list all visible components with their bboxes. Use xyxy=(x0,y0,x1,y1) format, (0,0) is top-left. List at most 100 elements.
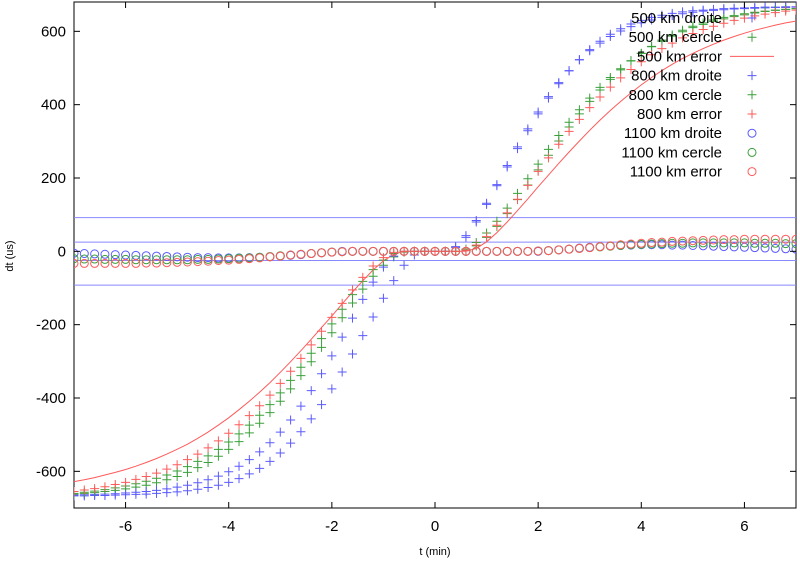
data-point xyxy=(358,272,368,282)
data-point xyxy=(79,254,89,264)
data-point xyxy=(234,437,244,447)
y-tick-label: 400 xyxy=(41,97,66,114)
x-axis-label: t (min) xyxy=(419,546,450,558)
data-point xyxy=(79,258,89,268)
data-point xyxy=(647,238,657,248)
data-point xyxy=(131,474,141,484)
data-point xyxy=(121,254,131,264)
data-point xyxy=(513,194,523,204)
data-point xyxy=(368,261,378,271)
data-point xyxy=(90,258,100,268)
data-point xyxy=(564,244,574,254)
data-point xyxy=(74,491,79,501)
y-axis-label: dt (us) xyxy=(4,240,16,271)
data-point xyxy=(244,469,254,479)
data-point xyxy=(182,480,192,490)
data-point xyxy=(327,384,337,394)
data-point xyxy=(636,18,646,28)
legend-swatch xyxy=(747,13,757,23)
data-point xyxy=(152,255,162,265)
data-point xyxy=(193,257,203,267)
data-point xyxy=(399,246,409,256)
legend-label: 800 km cercle xyxy=(629,87,722,104)
data-point xyxy=(275,388,285,398)
data-point xyxy=(172,252,182,262)
x-tick-label: -2 xyxy=(325,518,338,535)
data-point xyxy=(678,33,688,43)
data-point xyxy=(523,124,533,134)
data-point xyxy=(74,490,79,500)
data-point xyxy=(585,103,595,113)
data-point xyxy=(678,236,688,246)
data-point xyxy=(616,26,626,36)
data-point xyxy=(182,257,192,267)
data-point xyxy=(74,258,79,268)
data-point xyxy=(616,240,626,250)
data-point xyxy=(234,420,244,430)
data-point xyxy=(409,246,419,256)
legend-label: 500 km error xyxy=(637,48,722,65)
x-tick-label: 6 xyxy=(740,518,748,535)
data-point xyxy=(131,255,141,265)
legend-layer: 500 km droite 500 km cercle 500 km error 80… xyxy=(621,10,774,181)
data-point xyxy=(605,31,615,41)
data-point xyxy=(244,428,254,438)
data-point xyxy=(678,9,688,19)
data-point xyxy=(110,258,120,268)
data-point xyxy=(141,471,151,481)
x-tick-label: 0 xyxy=(431,518,439,535)
data-point xyxy=(275,378,285,388)
data-point xyxy=(616,73,626,83)
data-point xyxy=(358,331,368,341)
data-point xyxy=(213,436,223,446)
data-point xyxy=(286,375,296,385)
data-point xyxy=(482,246,492,256)
data-point xyxy=(729,242,739,252)
x-tick-label: 2 xyxy=(534,518,542,535)
data-point xyxy=(152,258,162,268)
data-point xyxy=(719,238,729,248)
legend-swatch xyxy=(747,109,757,119)
data-point xyxy=(626,22,636,32)
data-point xyxy=(770,8,780,18)
data-point xyxy=(513,246,523,256)
data-point xyxy=(286,366,296,376)
data-point xyxy=(224,437,234,447)
data-point xyxy=(296,401,306,411)
x-tick-label: 4 xyxy=(637,518,645,535)
data-point xyxy=(347,313,357,323)
data-point xyxy=(698,241,708,251)
data-point xyxy=(595,92,605,102)
data-point xyxy=(255,463,265,473)
legend-label: 1100 km error xyxy=(630,164,722,181)
data-point xyxy=(203,443,213,453)
data-point xyxy=(647,50,657,60)
data-point xyxy=(244,411,254,421)
data-point xyxy=(574,114,584,124)
data-point xyxy=(420,246,430,256)
data-point xyxy=(482,198,492,208)
data-point xyxy=(265,390,275,400)
data-point xyxy=(667,38,677,48)
data-point xyxy=(471,216,481,226)
data-point xyxy=(306,414,316,424)
data-point xyxy=(636,48,646,58)
data-point xyxy=(688,240,698,250)
legend-label: 500 km cercle xyxy=(629,29,722,46)
data-point xyxy=(141,255,151,265)
series-group xyxy=(74,5,796,496)
data-point xyxy=(585,46,595,56)
data-point xyxy=(79,485,89,495)
x-tick-label: -6 xyxy=(119,518,132,535)
data-point xyxy=(286,415,296,425)
data-point xyxy=(523,180,533,190)
data-point xyxy=(667,236,677,246)
data-point xyxy=(110,480,120,490)
data-point xyxy=(100,258,110,268)
data-point xyxy=(791,4,796,14)
data-point xyxy=(296,371,306,381)
data-point xyxy=(110,254,120,264)
data-point xyxy=(172,460,182,470)
data-point xyxy=(74,254,79,264)
